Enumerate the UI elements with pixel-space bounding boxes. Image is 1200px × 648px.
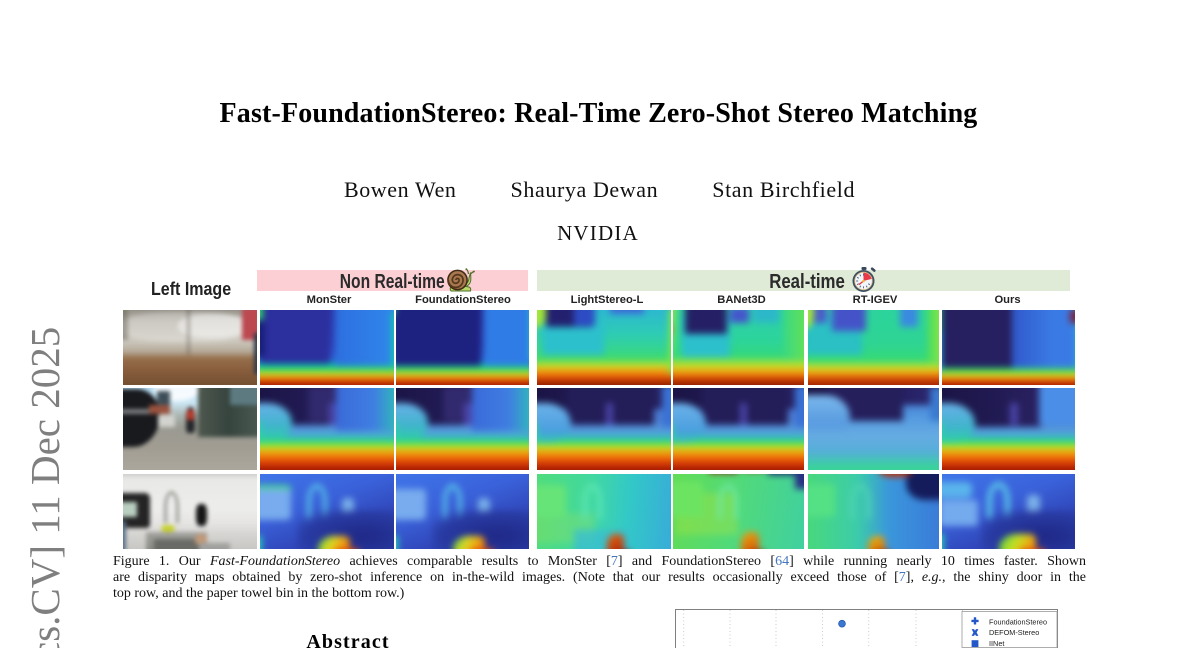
- svg-text:DEFOM-Stereo: DEFOM-Stereo: [989, 628, 1039, 637]
- svg-text:IINet: IINet: [989, 639, 1004, 648]
- svg-text:FoundationStereo: FoundationStereo: [989, 617, 1047, 626]
